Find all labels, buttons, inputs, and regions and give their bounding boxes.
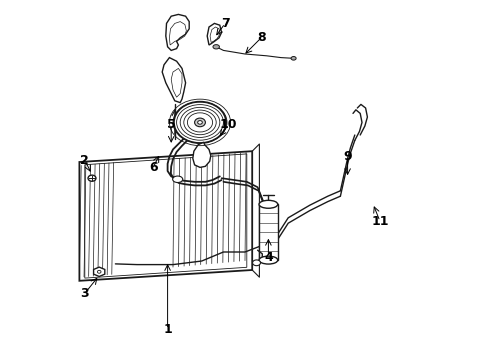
Text: 4: 4 bbox=[264, 251, 273, 264]
Polygon shape bbox=[259, 204, 278, 260]
Polygon shape bbox=[79, 151, 252, 281]
Text: 5: 5 bbox=[167, 118, 175, 131]
Text: 2: 2 bbox=[80, 154, 89, 167]
Ellipse shape bbox=[195, 118, 205, 127]
Ellipse shape bbox=[259, 200, 278, 208]
Ellipse shape bbox=[252, 260, 261, 266]
Polygon shape bbox=[193, 142, 211, 167]
Ellipse shape bbox=[172, 176, 183, 183]
Text: 11: 11 bbox=[371, 215, 389, 228]
Text: 6: 6 bbox=[149, 161, 157, 174]
Ellipse shape bbox=[213, 45, 220, 49]
Polygon shape bbox=[94, 267, 105, 276]
Polygon shape bbox=[162, 58, 186, 103]
Text: 1: 1 bbox=[163, 323, 172, 336]
Ellipse shape bbox=[291, 57, 296, 60]
Text: 3: 3 bbox=[80, 287, 89, 300]
Ellipse shape bbox=[174, 102, 226, 143]
Ellipse shape bbox=[88, 175, 96, 181]
Ellipse shape bbox=[259, 256, 278, 264]
Text: 9: 9 bbox=[343, 150, 352, 163]
Polygon shape bbox=[166, 14, 189, 50]
Text: 10: 10 bbox=[220, 118, 238, 131]
Text: 7: 7 bbox=[221, 17, 230, 30]
Text: 8: 8 bbox=[257, 31, 266, 44]
Ellipse shape bbox=[197, 121, 202, 124]
Polygon shape bbox=[207, 23, 221, 45]
